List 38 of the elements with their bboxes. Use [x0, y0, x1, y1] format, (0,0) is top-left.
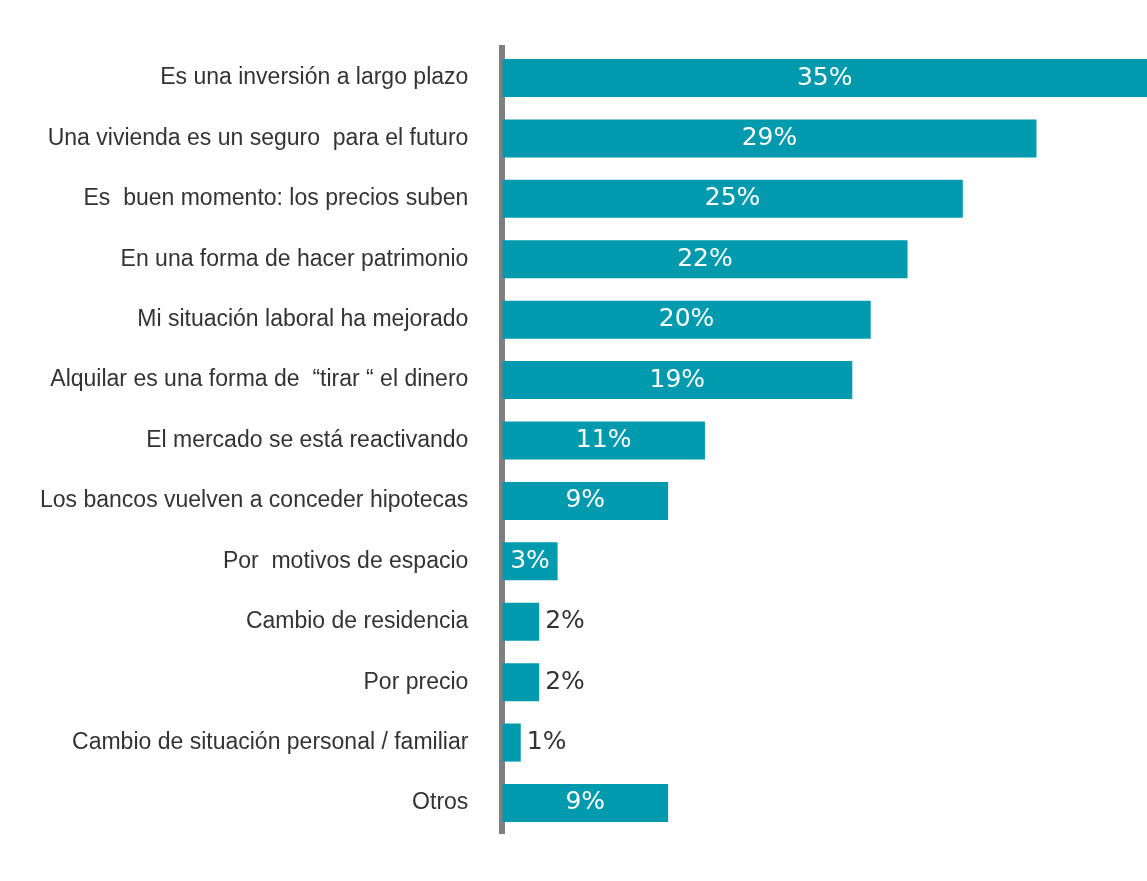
- y-tick-label: Es buen momento: los precios suben: [83, 184, 469, 211]
- data-label: 9%: [565, 484, 606, 514]
- y-tick-label: En una forma de hacer patrimonio: [120, 244, 469, 271]
- y-tick-label: Cambio de situación personal / familiar: [72, 727, 469, 754]
- bar: [502, 179, 963, 218]
- bar: [502, 240, 908, 279]
- bar: [502, 300, 871, 339]
- data-label: 2%: [545, 605, 585, 635]
- bar: [502, 663, 540, 702]
- data-label: 3%: [510, 544, 550, 574]
- y-tick-label: Cambio de residencia: [245, 607, 469, 634]
- y-tick-label: Por precio: [363, 667, 469, 694]
- y-tick-label: El mercado se está reactivando: [146, 425, 469, 452]
- bar: [502, 361, 853, 400]
- bar: [502, 58, 1147, 98]
- bar: [502, 119, 1037, 158]
- y-tick-label: Por motivos de espacio: [222, 546, 469, 573]
- bar: [502, 783, 669, 823]
- data-label: 35%: [796, 61, 853, 91]
- bar: [502, 481, 669, 520]
- y-tick-label: Alquilar es una forma de “tirar “ el dinero: [50, 365, 469, 392]
- data-label: 19%: [649, 363, 706, 393]
- y-tick-label: Los bancos vuelven a conceder hipotecas: [40, 486, 469, 513]
- y-tick-label: Mi situación laboral ha mejorado: [137, 305, 469, 332]
- data-label: 11%: [575, 424, 632, 453]
- data-label: 9%: [565, 786, 606, 816]
- bar: [502, 602, 540, 641]
- y-tick-label: Es una inversión a largo plazo: [160, 63, 469, 90]
- bar: [502, 723, 521, 762]
- data-label: 22%: [677, 242, 733, 272]
- data-label: 2%: [545, 665, 585, 695]
- y-tick-label: Una vivienda es un seguro para el futuro: [47, 123, 469, 150]
- y-tick-label: Otros: [412, 788, 469, 815]
- data-label: 20%: [658, 303, 715, 333]
- bar: [502, 421, 705, 460]
- data-label: 25%: [704, 182, 761, 212]
- data-label: 1%: [526, 726, 567, 756]
- data-label: 29%: [741, 121, 798, 151]
